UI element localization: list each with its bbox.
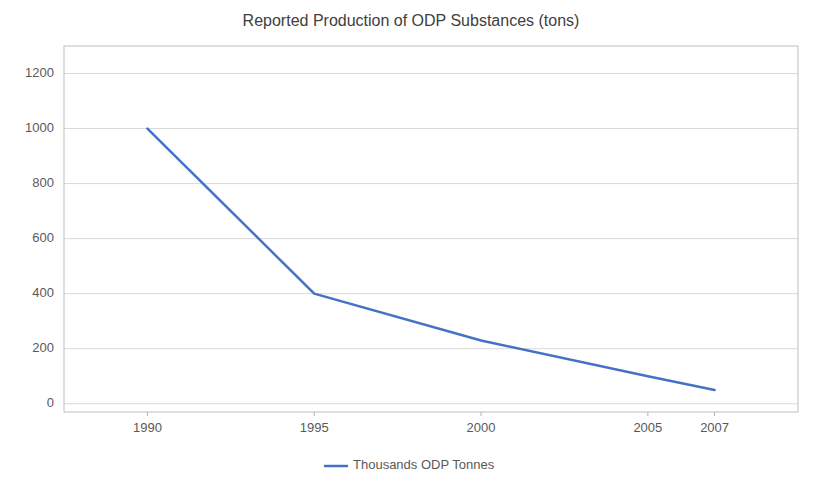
grid-line — [64, 128, 798, 129]
x-tick-label: 1995 — [300, 420, 329, 435]
legend-swatch — [325, 465, 347, 468]
x-tick-label: 2000 — [467, 420, 496, 435]
grid-line — [64, 293, 798, 294]
y-tick-label: 800 — [32, 175, 54, 190]
x-tick-label: 2007 — [700, 420, 729, 435]
grid-line — [64, 73, 798, 74]
chart: 0 200 400 600 800 1000 1200 1990 1995 2000 2005 200… — [0, 0, 822, 488]
legend: Thousands ODP Tonnes — [325, 457, 495, 472]
grid-line — [64, 403, 798, 404]
x-tick — [481, 412, 482, 416]
y-tick-label: 1000 — [25, 120, 54, 135]
x-tick — [714, 412, 715, 416]
x-tick — [314, 412, 315, 416]
line — [147, 129, 714, 390]
x-tick-label: 1990 — [133, 420, 162, 435]
y-tick-label: 0 — [47, 395, 54, 410]
chart-container: 0 200 400 600 800 1000 1200 1990 1995 2000 2005 200… — [0, 0, 822, 488]
series-group — [147, 129, 714, 390]
legend-label: Thousands ODP Tonnes — [353, 457, 495, 472]
y-tick-label: 400 — [32, 285, 54, 300]
grid-line — [64, 183, 798, 184]
x-tick — [147, 412, 148, 416]
x-tick-label: 2005 — [633, 420, 662, 435]
grid — [64, 74, 798, 404]
grid-line — [64, 238, 798, 239]
title: Reported Production of ODP Substances (t… — [243, 12, 580, 29]
y-tick-label: 600 — [32, 230, 54, 245]
plot-background — [64, 46, 798, 412]
y-tick-label: 1200 — [25, 65, 54, 80]
x-tick — [647, 412, 648, 416]
grid-line — [64, 348, 798, 349]
y-tick-label: 200 — [32, 340, 54, 355]
plot-frame — [64, 46, 798, 412]
